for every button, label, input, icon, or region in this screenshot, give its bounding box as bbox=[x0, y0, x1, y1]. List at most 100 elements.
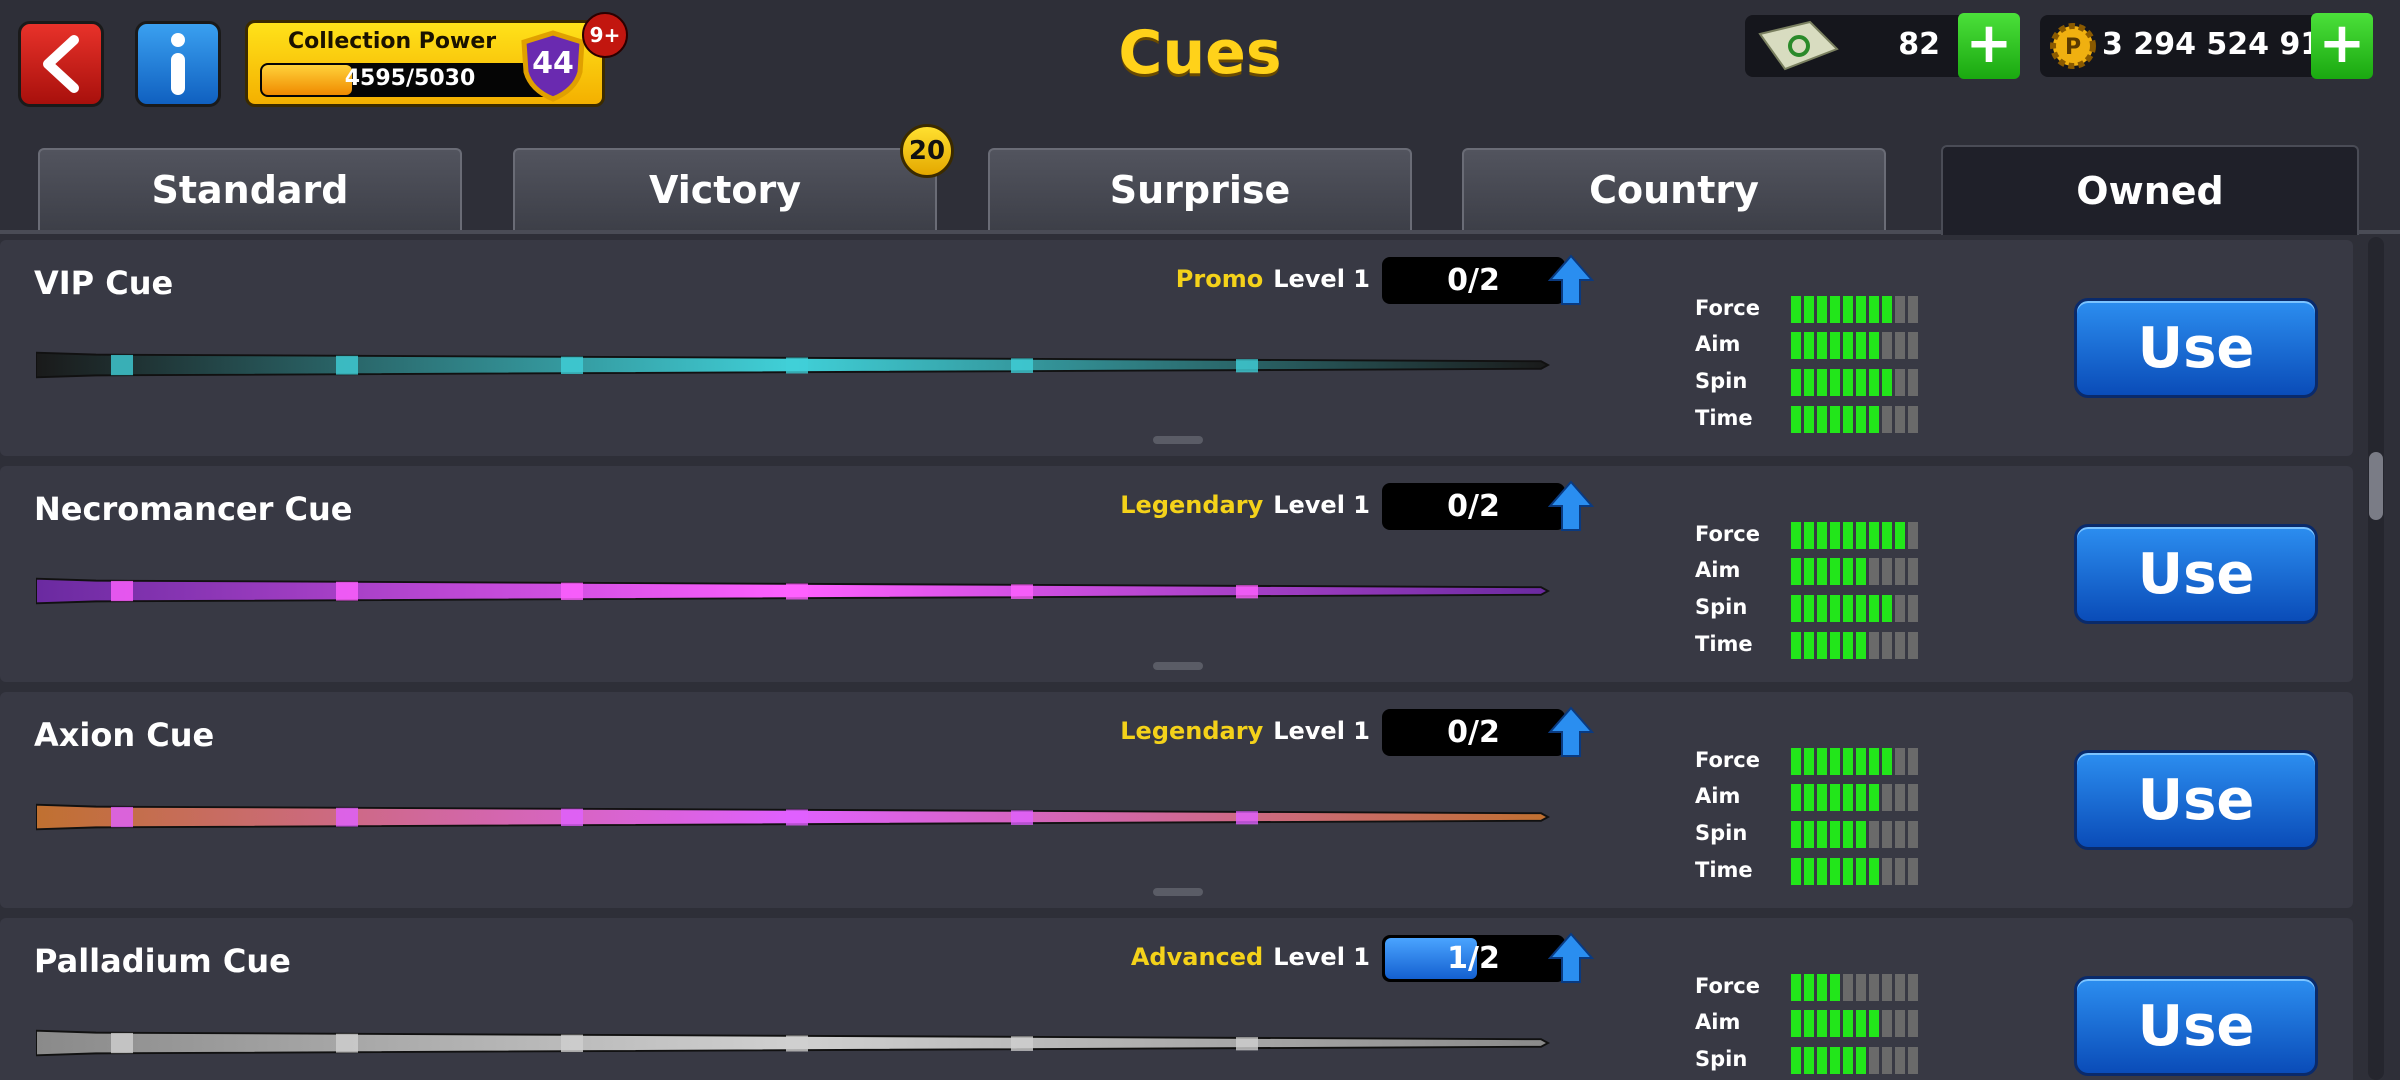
stat-segment bbox=[1804, 332, 1814, 359]
tab-victory[interactable]: Victory bbox=[513, 148, 937, 230]
stat-segment bbox=[1830, 784, 1840, 811]
stat-label-spin: Spin bbox=[1695, 1047, 1748, 1071]
cue-name: Axion Cue bbox=[34, 716, 215, 754]
upgrade-progress-text: 0/2 bbox=[1447, 715, 1500, 750]
stat-segment bbox=[1908, 406, 1918, 433]
stat-segment bbox=[1817, 858, 1827, 885]
stat-segment bbox=[1908, 1047, 1918, 1074]
stat-segment bbox=[1856, 1010, 1866, 1037]
use-button[interactable]: Use bbox=[2074, 976, 2318, 1076]
drag-handle[interactable] bbox=[1153, 888, 1203, 896]
stat-segment bbox=[1804, 748, 1814, 775]
stat-segment bbox=[1908, 558, 1918, 585]
stat-segment bbox=[1856, 296, 1866, 323]
stat-segment bbox=[1830, 748, 1840, 775]
stat-segment bbox=[1791, 296, 1801, 323]
upgrade-arrow-icon[interactable] bbox=[1548, 706, 1594, 758]
stat-segment bbox=[1908, 296, 1918, 323]
stat-segment bbox=[1882, 406, 1892, 433]
stat-segment bbox=[1791, 1010, 1801, 1037]
scrollbar-thumb[interactable] bbox=[2369, 452, 2383, 520]
stat-segment bbox=[1882, 296, 1892, 323]
drag-handle[interactable] bbox=[1153, 436, 1203, 444]
tab-standard[interactable]: Standard bbox=[38, 148, 462, 230]
stat-segment bbox=[1843, 558, 1853, 585]
stat-segment bbox=[1908, 858, 1918, 885]
use-button[interactable]: Use bbox=[2074, 750, 2318, 850]
stat-segment bbox=[1817, 522, 1827, 549]
stat-label-time: Time bbox=[1695, 632, 1753, 656]
stat-segment bbox=[1830, 369, 1840, 396]
stat-segment bbox=[1804, 784, 1814, 811]
stat-segment bbox=[1830, 595, 1840, 622]
stat-segment bbox=[1830, 821, 1840, 848]
stat-segment bbox=[1895, 332, 1905, 359]
stat-segment bbox=[1843, 632, 1853, 659]
tab-surprise[interactable]: Surprise bbox=[988, 148, 1412, 230]
collection-power-panel[interactable]: Collection Power 4595/5030 bbox=[245, 20, 605, 107]
svg-text:P: P bbox=[2065, 35, 2081, 60]
stat-segment bbox=[1869, 522, 1879, 549]
stat-segment bbox=[1804, 858, 1814, 885]
stat-segment bbox=[1804, 558, 1814, 585]
cue-rarity: Advanced bbox=[1130, 943, 1264, 971]
cue-name: Necromancer Cue bbox=[34, 490, 353, 528]
stat-bar-aim bbox=[1791, 784, 1918, 811]
stat-segment bbox=[1882, 974, 1892, 1001]
upgrade-arrow-icon[interactable] bbox=[1548, 480, 1594, 532]
cue-level: Advanced Level 1 bbox=[1131, 943, 1370, 971]
scrollbar[interactable] bbox=[2368, 237, 2384, 1080]
collection-power-bar: 4595/5030 bbox=[260, 63, 560, 97]
stat-segment bbox=[1830, 296, 1840, 323]
stat-segment bbox=[1895, 821, 1905, 848]
stat-segment bbox=[1895, 974, 1905, 1001]
stat-bar-force bbox=[1791, 296, 1918, 323]
stat-segment bbox=[1791, 522, 1801, 549]
stat-segment bbox=[1843, 595, 1853, 622]
stat-segment bbox=[1791, 406, 1801, 433]
stat-segment bbox=[1791, 784, 1801, 811]
upgrade-arrow-icon[interactable] bbox=[1548, 932, 1594, 984]
stat-segment bbox=[1856, 821, 1866, 848]
stat-label-aim: Aim bbox=[1695, 558, 1741, 582]
stat-segment bbox=[1843, 1010, 1853, 1037]
use-button[interactable]: Use bbox=[2074, 524, 2318, 624]
tab-country[interactable]: Country bbox=[1462, 148, 1886, 230]
shield-icon bbox=[521, 30, 585, 102]
info-button[interactable] bbox=[135, 21, 221, 107]
upgrade-arrow-icon[interactable] bbox=[1548, 254, 1594, 306]
stat-segment bbox=[1830, 858, 1840, 885]
back-button[interactable] bbox=[18, 21, 104, 107]
stat-bar-aim bbox=[1791, 332, 1918, 359]
collection-level: 44 bbox=[532, 46, 574, 81]
stat-label-time: Time bbox=[1695, 406, 1753, 430]
stat-segment bbox=[1791, 369, 1801, 396]
cash-icon bbox=[1758, 20, 1839, 71]
cue-image bbox=[36, 1029, 1551, 1057]
cue-name: Palladium Cue bbox=[34, 942, 291, 980]
stat-segment bbox=[1908, 522, 1918, 549]
cue-row: VIP Cue Promo Level 1 0/2 Use Force Aim Sp… bbox=[0, 240, 2353, 456]
tab-owned[interactable]: Owned bbox=[1941, 145, 2359, 235]
use-button[interactable]: Use bbox=[2074, 298, 2318, 398]
add-cash-button[interactable]: + bbox=[1958, 13, 2020, 79]
stat-segment bbox=[1817, 332, 1827, 359]
add-coins-button[interactable]: + bbox=[2311, 13, 2373, 79]
stat-segment bbox=[1882, 558, 1892, 585]
page-title: Cues bbox=[1118, 18, 1282, 88]
stat-bar-time bbox=[1791, 406, 1918, 433]
cue-image bbox=[36, 803, 1551, 831]
stat-segment bbox=[1882, 821, 1892, 848]
stat-label-aim: Aim bbox=[1695, 784, 1741, 808]
stat-segment bbox=[1908, 1010, 1918, 1037]
stat-segment bbox=[1804, 296, 1814, 323]
stat-segment bbox=[1882, 522, 1892, 549]
drag-handle[interactable] bbox=[1153, 662, 1203, 670]
stat-segment bbox=[1856, 595, 1866, 622]
stat-segment bbox=[1895, 595, 1905, 622]
upgrade-progress: 0/2 bbox=[1382, 257, 1565, 304]
stat-segment bbox=[1804, 522, 1814, 549]
stat-segment bbox=[1882, 1047, 1892, 1074]
stat-segment bbox=[1908, 748, 1918, 775]
stat-segment bbox=[1895, 522, 1905, 549]
